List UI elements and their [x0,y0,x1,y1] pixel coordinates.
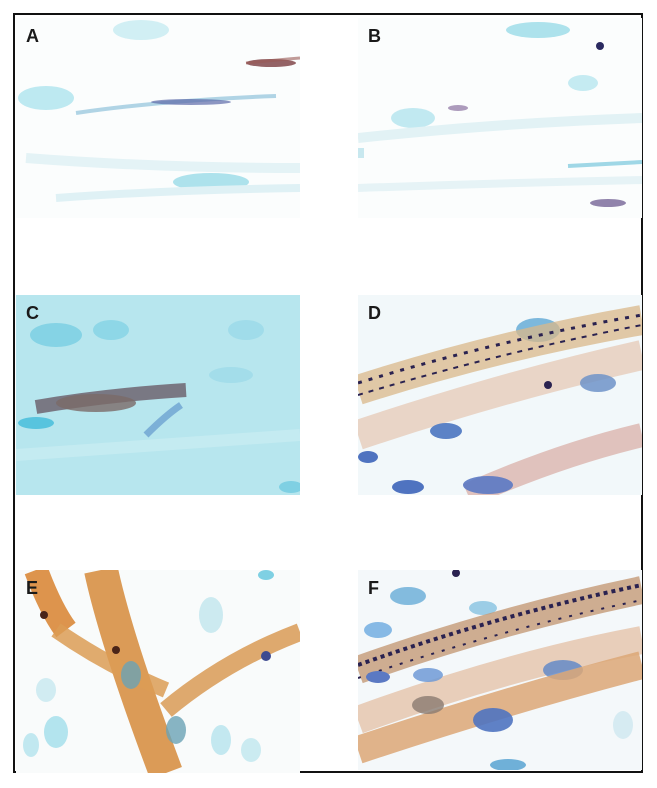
panel-d-image [358,295,642,495]
panel-c-image [16,295,300,495]
panel-f: F [358,570,642,770]
panel-e-image [16,570,300,773]
panel-c: C [16,295,300,495]
panel-c-label: C [26,303,39,323]
panel-d: D [358,295,642,495]
panel-b-label: B [368,26,381,46]
panel-f-label: F [368,578,379,598]
panel-d-label: D [368,303,381,323]
panel-b: B [358,18,642,218]
panel-a-label: A [26,26,39,46]
panel-e-label: E [26,578,39,598]
panel-b-image [358,18,642,218]
panel-e: E [16,570,300,773]
panel-a: A [16,18,300,218]
panel-f-image [358,570,642,770]
panel-a-image [16,18,300,218]
